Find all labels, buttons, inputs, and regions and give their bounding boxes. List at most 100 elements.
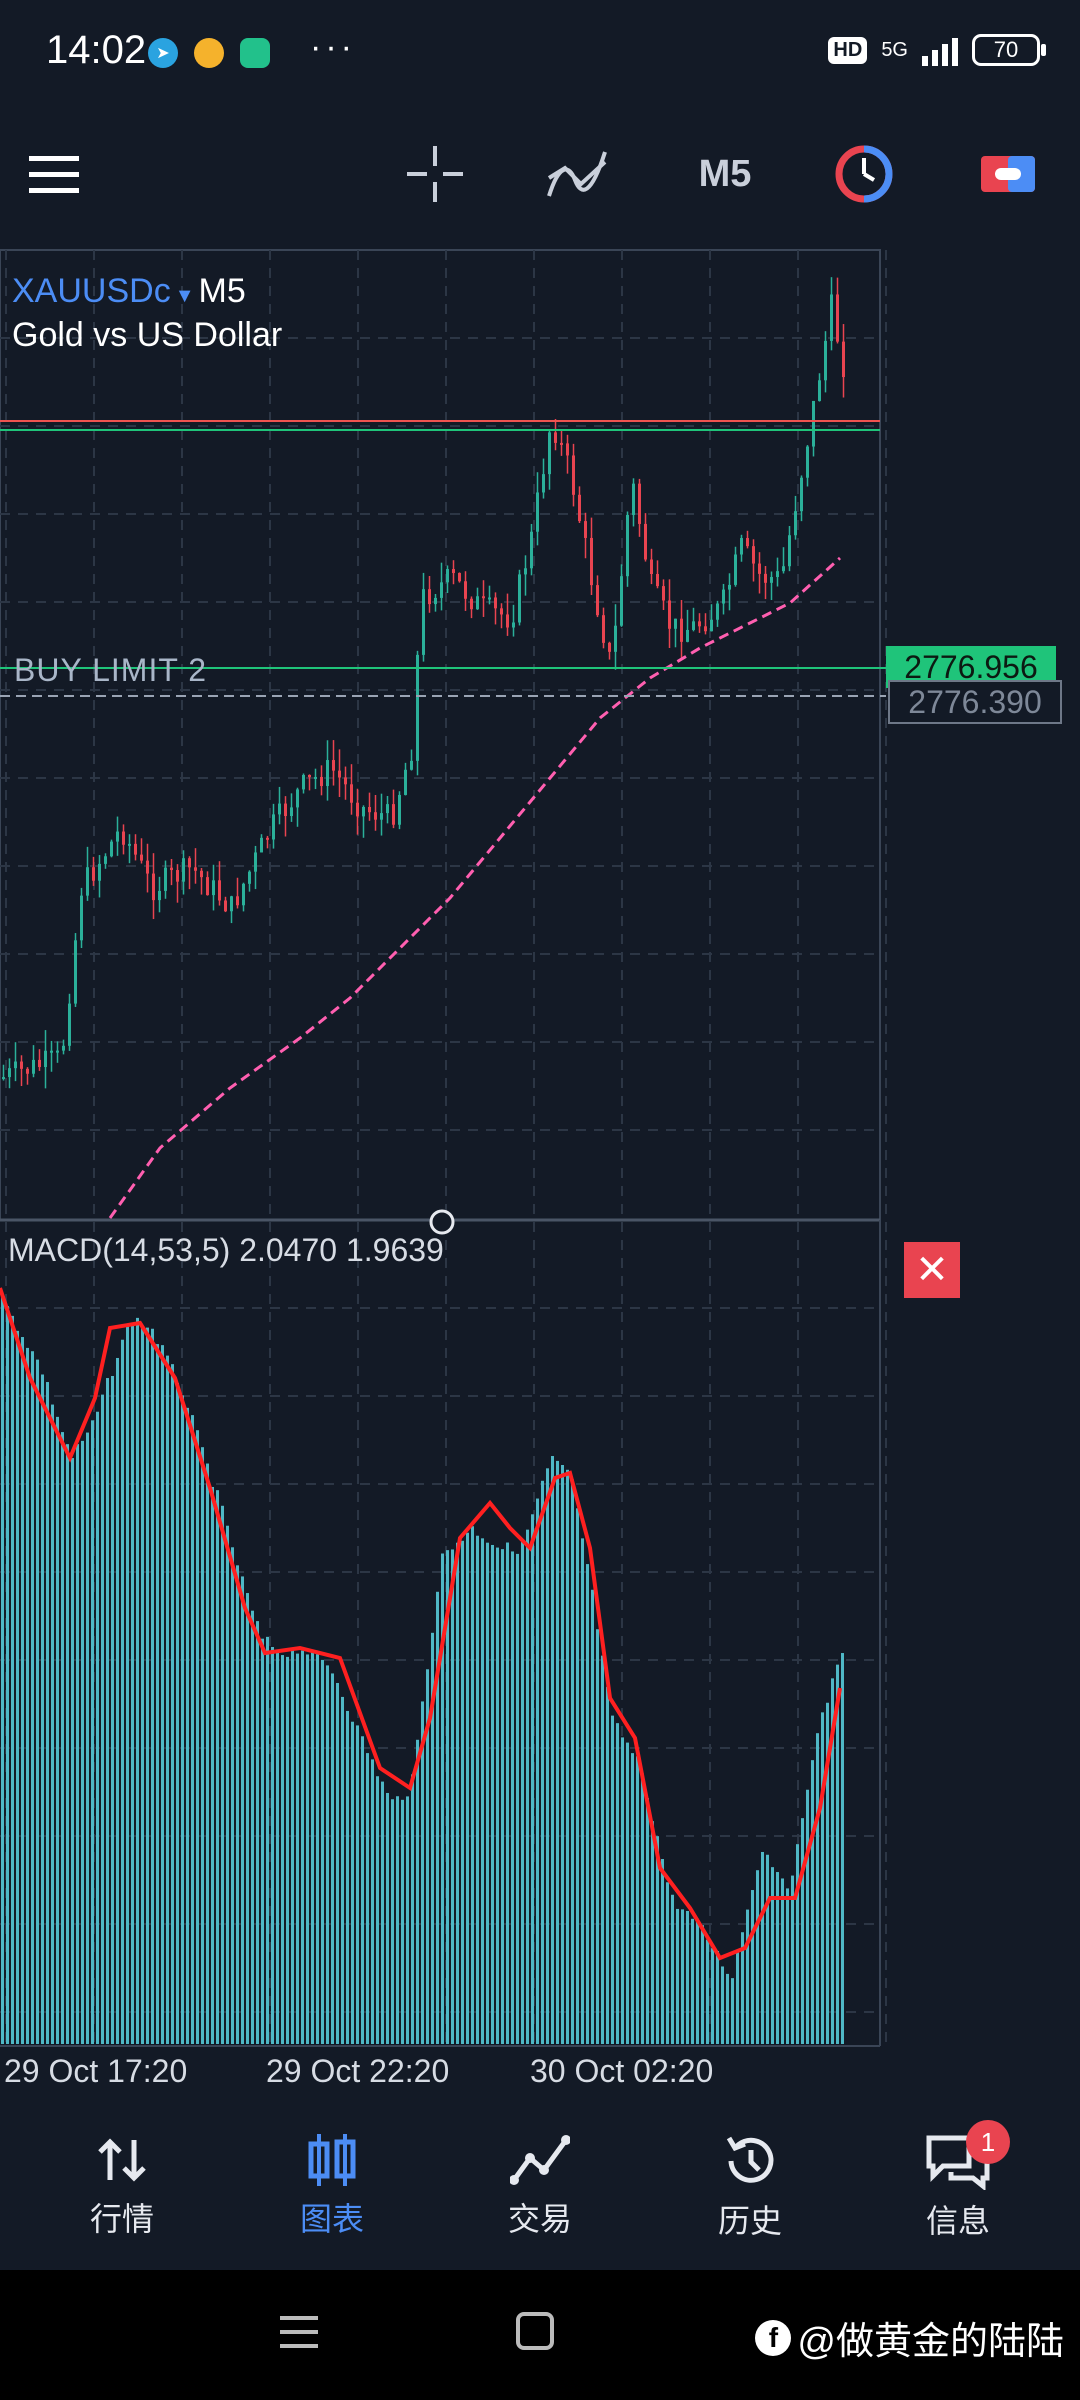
- macd-histogram-bar: [381, 1781, 384, 2044]
- status-time: 14:02: [46, 28, 147, 72]
- candle-body: [422, 589, 425, 655]
- candle-body: [530, 531, 533, 569]
- candle-body: [212, 880, 215, 896]
- crosshair-button[interactable]: [405, 138, 465, 210]
- candle-body: [410, 760, 413, 770]
- candle-body: [692, 621, 695, 630]
- candle-body: [842, 341, 845, 378]
- menu-button[interactable]: [24, 138, 84, 210]
- macd-histogram-bar: [141, 1326, 144, 2044]
- candle-body: [374, 812, 377, 820]
- symbol-header[interactable]: XAUUSDc ▼ M5: [12, 272, 246, 311]
- nav-history[interactable]: 历史: [680, 2132, 820, 2242]
- candle-body: [434, 597, 437, 605]
- price-pane-frame: [0, 249, 881, 1221]
- candle-body: [296, 789, 299, 808]
- bottom-nav: 行情 图表 交易 历史 1 信息: [0, 2110, 1080, 2270]
- macd-histogram-bar: [501, 1549, 504, 2044]
- candle-body: [704, 626, 707, 632]
- macd-histogram-bar: [36, 1359, 39, 2044]
- symbol-dropdown-icon[interactable]: ▼: [174, 285, 195, 307]
- macd-histogram-bar: [831, 1678, 834, 2044]
- macd-histogram-bar: [491, 1544, 494, 2044]
- macd-histogram-bar: [356, 1725, 359, 2044]
- candle-body: [578, 494, 581, 522]
- macd-histogram-bar: [351, 1721, 354, 2044]
- macd-histogram-bar: [621, 1737, 624, 2044]
- notification-badge: 1: [966, 2120, 1010, 2164]
- nav-messages[interactable]: 1 信息: [888, 2120, 1028, 2242]
- chart-area[interactable]: XAUUSDc ▼ M5 Gold vs US Dollar BUY LIMIT 2…: [0, 248, 1080, 2128]
- close-indicator-button[interactable]: ✕: [904, 1242, 960, 1298]
- candle-body: [506, 614, 509, 628]
- candle-body: [458, 573, 461, 582]
- nav-quotes[interactable]: 行情: [52, 2132, 192, 2240]
- nav-chart[interactable]: 图表: [262, 2132, 402, 2240]
- macd-histogram-bar: [796, 1844, 799, 2044]
- trade-button[interactable]: [978, 138, 1038, 210]
- macd-histogram-bar: [431, 1632, 434, 2044]
- candle-body: [392, 804, 395, 825]
- candle-body: [776, 571, 779, 578]
- macd-histogram-bar: [156, 1344, 159, 2044]
- macd-label: MACD(14,53,5) 2.0470 1.9639: [8, 1232, 444, 1268]
- candle-body: [104, 856, 107, 864]
- macd-histogram-bar: [551, 1456, 554, 2044]
- macd-histogram-bar: [591, 1589, 594, 2044]
- telegram-icon: ➤: [148, 38, 178, 68]
- candle-body: [20, 1061, 23, 1069]
- macd-histogram-bar: [386, 1792, 389, 2044]
- candle-body: [272, 814, 275, 840]
- macd-histogram-bar: [56, 1416, 59, 2044]
- candle-body: [674, 618, 677, 629]
- macd-histogram-bar: [446, 1550, 449, 2044]
- macd-histogram-bar: [11, 1315, 14, 2044]
- candle-body: [86, 867, 89, 896]
- macd-histogram-bar: [361, 1736, 364, 2044]
- macd-histogram-bar: [801, 1818, 804, 2044]
- nav-label: 信息: [925, 2203, 990, 2239]
- x-axis-label: 30 Oct 02:20: [530, 2053, 714, 2089]
- candle-body: [482, 596, 485, 599]
- candle-body: [614, 625, 617, 652]
- candle-body: [608, 642, 611, 652]
- candle-body: [260, 837, 263, 853]
- candle-body: [782, 566, 785, 572]
- indicators-icon: [547, 151, 607, 197]
- macd-histogram-bar: [571, 1479, 574, 2044]
- symbol-name[interactable]: XAUUSDc: [12, 272, 171, 310]
- recent-apps-icon[interactable]: [278, 2312, 322, 2352]
- home-icon[interactable]: [514, 2310, 558, 2354]
- clock-button[interactable]: [834, 138, 894, 210]
- macd-histogram-bar: [486, 1542, 489, 2044]
- candle-body: [38, 1059, 41, 1068]
- timeframe-button[interactable]: M5: [690, 138, 760, 210]
- macd-histogram-bar: [721, 1966, 724, 2044]
- battery-level: 70: [993, 37, 1019, 62]
- indicators-button[interactable]: [545, 138, 609, 210]
- macd-histogram-bar: [636, 1756, 639, 2044]
- macd-histogram-bar: [201, 1447, 204, 2044]
- macd-histogram-bar: [161, 1345, 164, 2044]
- trade-icon: [981, 156, 1035, 192]
- candle-body: [464, 581, 467, 599]
- chart-toolbar: M5: [0, 110, 1080, 238]
- candle-body: [308, 774, 311, 778]
- macd-histogram-bar: [256, 1621, 259, 2044]
- macd-histogram-bar: [481, 1538, 484, 2044]
- macd-histogram-bar: [331, 1673, 334, 2044]
- chart-canvas[interactable]: [0, 248, 1080, 2128]
- candle-body: [218, 880, 221, 901]
- macd-histogram-bar: [336, 1682, 339, 2044]
- nav-trade[interactable]: 交易: [470, 2132, 610, 2240]
- order-label[interactable]: BUY LIMIT 2: [14, 652, 207, 688]
- macd-histogram-bar: [71, 1458, 74, 2044]
- macd-histogram-bar: [286, 1656, 289, 2044]
- macd-histogram-bar: [521, 1540, 524, 2044]
- status-right: HD 5G 70: [828, 34, 1046, 66]
- chart-icon: [308, 2134, 356, 2186]
- symbol-description: Gold vs US Dollar: [12, 316, 283, 354]
- macd-histogram-bar: [346, 1710, 349, 2044]
- candle-body: [800, 477, 803, 512]
- candle-body: [788, 535, 791, 567]
